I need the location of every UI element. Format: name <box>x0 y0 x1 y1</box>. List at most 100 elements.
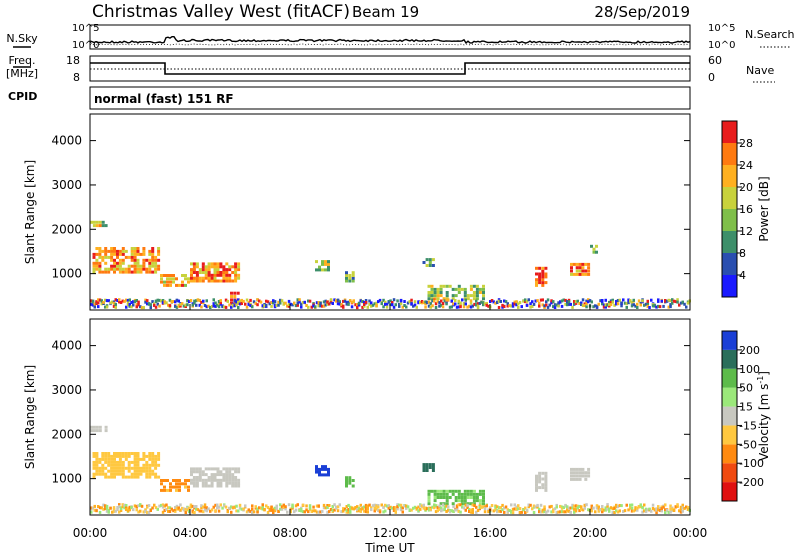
ground-scatter-cell <box>510 503 513 507</box>
echo-cell <box>160 488 163 492</box>
echo-cell <box>315 260 318 264</box>
ground-scatter-cell <box>223 504 226 508</box>
echo-cell <box>219 262 223 266</box>
ground-scatter-cell <box>426 507 429 511</box>
echo-cell <box>145 270 149 274</box>
ground-scatter-cell <box>455 508 459 512</box>
echo-cell <box>207 265 211 269</box>
echo-cell <box>116 255 119 259</box>
echo-cell <box>157 247 161 250</box>
echo-cell <box>201 473 205 477</box>
echo-cell <box>133 463 137 467</box>
echo-cell <box>190 276 193 280</box>
ground-scatter-cell <box>93 305 96 309</box>
ground-scatter-cell <box>517 507 520 511</box>
ground-scatter-cell <box>501 305 504 309</box>
x-tick-label: 00:00 <box>673 526 708 540</box>
nave-label: Nave <box>746 64 774 77</box>
echo-cell <box>198 467 202 471</box>
echo-cell <box>148 466 152 470</box>
echo-cell <box>469 496 473 499</box>
echo-cell <box>318 268 321 272</box>
echo-cell <box>192 276 196 280</box>
ground-scatter-cell <box>128 304 131 308</box>
ground-scatter-cell <box>121 503 124 507</box>
ground-scatter-cell <box>116 506 119 509</box>
echo-cell <box>133 255 137 259</box>
echo-cell <box>478 291 482 294</box>
ground-scatter-cell <box>557 301 560 305</box>
ground-scatter-cell <box>567 300 571 304</box>
echo-cell <box>535 283 538 287</box>
echo-cell <box>166 283 169 287</box>
echo-cell <box>475 284 479 288</box>
ground-scatter-cell <box>154 299 158 303</box>
ground-scatter-cell <box>560 299 564 303</box>
echo-cell <box>538 266 542 270</box>
ground-scatter-cell <box>441 305 445 309</box>
echo-cell <box>92 460 96 464</box>
ground-scatter-cell <box>574 507 578 511</box>
echo-cell <box>190 473 193 477</box>
ground-scatter-cell <box>286 510 289 514</box>
ground-scatter-cell <box>420 300 424 303</box>
echo-cell <box>210 279 214 283</box>
ground-scatter-cell <box>466 503 469 507</box>
ground-scatter-cell <box>615 509 618 513</box>
echo-cell <box>210 484 214 488</box>
echo-cell <box>113 469 116 473</box>
echo-cell <box>228 467 232 471</box>
ground-scatter-cell <box>272 299 275 303</box>
ground-scatter-cell <box>564 503 567 507</box>
ground-scatter-cell <box>417 505 420 509</box>
ground-scatter-cell <box>357 506 361 510</box>
echo-cell <box>142 247 146 250</box>
echo-cell <box>145 454 149 458</box>
ground-scatter-cell <box>354 303 357 307</box>
ground-scatter-cell <box>104 305 107 309</box>
ground-scatter-cell <box>440 299 443 303</box>
echo-cell <box>124 457 128 461</box>
ground-scatter-cell <box>188 300 191 303</box>
ground-scatter-cell <box>370 304 373 308</box>
ground-scatter-cell <box>667 298 670 302</box>
echo-cell <box>151 258 155 262</box>
colorbar-segment <box>722 368 737 388</box>
echo-cell <box>101 454 105 458</box>
ground-scatter-cell <box>468 304 471 308</box>
echo-cell <box>148 472 152 476</box>
ground-scatter-cell <box>424 300 427 304</box>
echo-cell <box>233 295 237 298</box>
echo-cell <box>118 261 122 265</box>
echo-cell <box>130 270 134 274</box>
time-x-axis: 00:00 04:00 08:00 12:00 16:00 20:00 00:00 <box>73 304 708 540</box>
ground-scatter-cell <box>184 303 187 307</box>
ground-scatter-cell <box>389 299 392 303</box>
echo-cell <box>175 479 178 482</box>
ground-scatter-cell <box>212 505 215 509</box>
ground-scatter-cell <box>329 508 333 511</box>
ground-scatter-cell <box>133 300 137 304</box>
echo-cell <box>451 297 455 301</box>
echo-cell <box>184 277 187 281</box>
ground-scatter-cell <box>506 302 509 306</box>
ground-scatter-cell <box>349 299 352 303</box>
ground-scatter-cell <box>212 298 215 302</box>
ground-scatter-cell <box>538 510 541 514</box>
ground-scatter-cell <box>382 510 385 514</box>
echo-cell <box>110 249 114 253</box>
ground-scatter-cell <box>592 305 595 309</box>
ground-scatter-cell <box>167 303 170 307</box>
ground-scatter-cell <box>377 300 380 304</box>
echo-cell <box>104 261 108 265</box>
echo-cell <box>101 255 105 259</box>
echo-cell <box>595 244 598 248</box>
echo-cell <box>136 252 140 256</box>
ground-scatter-cell <box>375 507 378 511</box>
echo-cell <box>451 294 455 298</box>
echo-cell <box>192 484 196 488</box>
ground-scatter-cell <box>434 302 438 306</box>
ground-scatter-cell <box>419 504 422 508</box>
echo-cell <box>124 466 128 470</box>
freq-label: Freq. <box>8 54 35 67</box>
